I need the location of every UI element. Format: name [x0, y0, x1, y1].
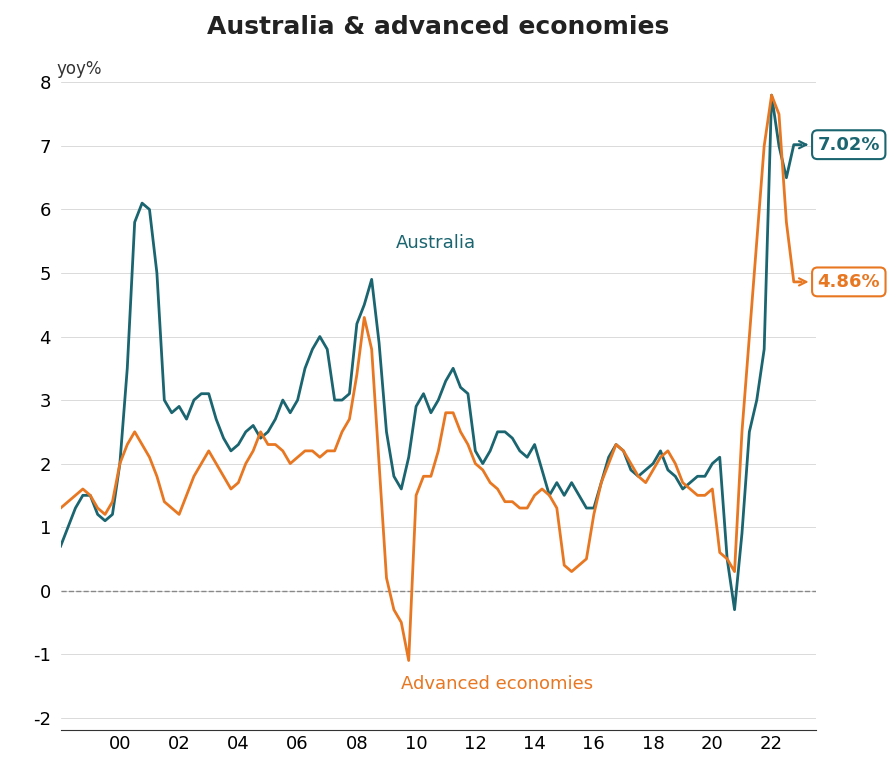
Text: yoy%: yoy% — [56, 61, 102, 78]
Title: Australia & advanced economies: Australia & advanced economies — [207, 15, 669, 39]
Text: Advanced economies: Advanced economies — [401, 675, 593, 693]
Text: Australia: Australia — [395, 234, 475, 251]
Text: 4.86%: 4.86% — [798, 273, 879, 291]
Text: 7.02%: 7.02% — [798, 136, 879, 154]
